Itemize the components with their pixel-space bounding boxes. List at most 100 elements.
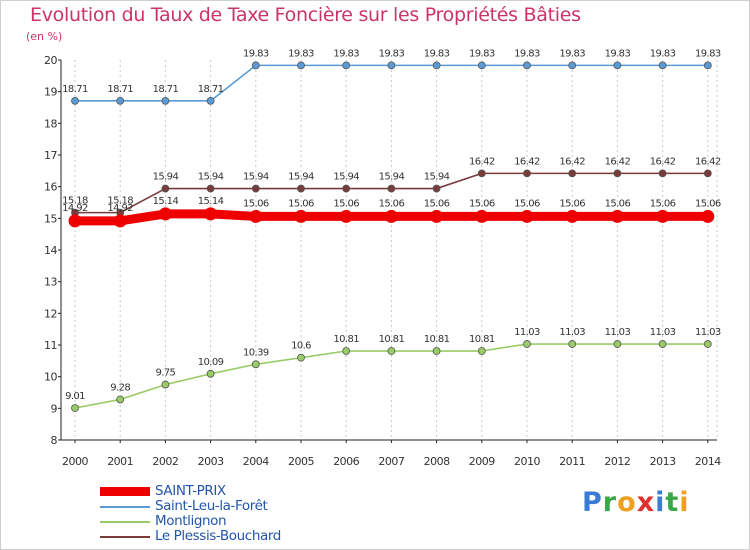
x-tick-label: 2011 — [559, 455, 585, 468]
data-point-montlignon — [297, 353, 305, 362]
data-label-le-plessis-bouchard: 16.42 — [559, 156, 585, 167]
data-point-saint-leu-la-foret — [568, 61, 577, 70]
data-label-montlignon: 11.03 — [695, 327, 721, 338]
data-point-le-plessis-bouchard — [297, 184, 305, 193]
data-point-saint-leu-la-foret — [116, 96, 125, 105]
data-point-montlignon — [613, 340, 622, 348]
data-label-saint-leu-la-foret: 18.71 — [153, 84, 179, 95]
data-point-le-plessis-bouchard — [613, 169, 622, 178]
data-point-saint-prix — [520, 209, 534, 223]
data-label-saint-prix: 15.06 — [559, 198, 585, 209]
data-label-le-plessis-bouchard: 16.42 — [469, 156, 495, 167]
data-point-montlignon — [658, 340, 667, 348]
data-label-le-plessis-bouchard: 16.42 — [605, 156, 631, 167]
legend-swatch-le-plessis — [100, 536, 150, 538]
data-label-montlignon: 11.03 — [559, 327, 585, 338]
data-point-saint-prix — [701, 209, 715, 223]
data-label-saint-leu-la-foret: 19.83 — [243, 48, 269, 59]
data-point-saint-prix — [475, 209, 489, 223]
logo-letter: r — [602, 487, 618, 518]
data-label-saint-leu-la-foret: 19.83 — [333, 48, 359, 59]
logo-letter: i — [679, 487, 690, 518]
data-label-montlignon: 10.81 — [424, 334, 450, 345]
y-tick-label: 9 — [51, 402, 58, 415]
data-label-saint-prix: 15.14 — [198, 196, 224, 207]
data-label-montlignon: 11.03 — [605, 327, 631, 338]
x-tick-label: 2014 — [695, 455, 721, 468]
data-label-saint-prix: 15.06 — [288, 198, 314, 209]
data-point-le-plessis-bouchard — [251, 184, 260, 193]
data-label-saint-leu-la-foret: 19.83 — [514, 48, 540, 59]
data-label-saint-prix: 15.06 — [514, 198, 540, 209]
data-label-saint-prix: 14.92 — [62, 203, 88, 214]
data-label-montlignon: 11.03 — [650, 327, 676, 338]
data-label-le-plessis-bouchard: 15.94 — [153, 172, 179, 183]
data-point-montlignon — [523, 340, 531, 348]
y-tick-label: 12 — [44, 307, 57, 320]
data-label-montlignon: 9.28 — [110, 382, 130, 393]
data-label-saint-leu-la-foret: 19.83 — [424, 48, 450, 59]
data-label-saint-prix: 15.06 — [333, 198, 359, 209]
data-label-saint-leu-la-foret: 18.71 — [107, 84, 133, 95]
data-label-saint-leu-la-foret: 19.83 — [559, 48, 585, 59]
logo-letter: x — [636, 487, 656, 518]
data-label-le-plessis-bouchard: 16.42 — [514, 156, 540, 167]
x-tick-label: 2007 — [378, 455, 404, 468]
x-tick-label: 2009 — [469, 455, 495, 468]
data-point-montlignon — [116, 395, 125, 404]
y-tick-label: 14 — [44, 244, 57, 257]
data-label-saint-leu-la-foret: 19.83 — [288, 48, 314, 59]
data-label-saint-prix: 15.06 — [695, 198, 721, 209]
data-label-saint-prix: 15.06 — [605, 198, 631, 209]
y-tick-label: 18 — [44, 117, 57, 130]
data-point-saint-leu-la-foret — [251, 61, 260, 70]
data-point-saint-prix — [384, 209, 398, 223]
data-point-saint-prix — [158, 207, 172, 221]
data-point-saint-prix — [294, 209, 308, 223]
x-tick-label: 2012 — [604, 455, 630, 468]
legend-swatch-saint-prix — [100, 487, 150, 496]
y-tick-label: 13 — [44, 276, 57, 289]
data-point-montlignon — [568, 340, 577, 348]
data-point-le-plessis-bouchard — [206, 184, 215, 193]
data-label-saint-leu-la-foret: 18.71 — [62, 84, 88, 95]
data-label-le-plessis-bouchard: 15.94 — [288, 172, 314, 183]
y-tick-label: 17 — [44, 149, 57, 162]
data-label-saint-prix: 15.06 — [469, 198, 495, 209]
x-tick-label: 2003 — [198, 455, 224, 468]
data-point-saint-prix — [113, 214, 127, 228]
data-label-saint-prix: 15.06 — [243, 198, 269, 209]
data-point-saint-prix — [430, 209, 444, 223]
y-tick-label: 11 — [44, 339, 57, 352]
y-tick-label: 8 — [51, 434, 58, 447]
x-tick-label: 2004 — [243, 455, 269, 468]
x-tick-label: 2005 — [288, 455, 314, 468]
data-point-saint-prix — [204, 207, 218, 221]
data-point-montlignon — [71, 404, 79, 412]
data-point-saint-prix — [249, 209, 263, 223]
legend-label-saint-leu: Saint-Leu-la-Forêt — [155, 498, 268, 514]
y-tick-label: 10 — [44, 371, 57, 384]
data-point-saint-leu-la-foret — [297, 61, 305, 70]
data-label-saint-leu-la-foret: 19.83 — [379, 48, 405, 59]
chart-title: Evolution du Taux de Taxe Foncière sur l… — [30, 4, 581, 26]
data-label-montlignon: 10.81 — [379, 334, 405, 345]
data-point-le-plessis-bouchard — [703, 169, 712, 178]
data-point-montlignon — [206, 369, 215, 378]
data-label-le-plessis-bouchard: 15.18 — [62, 196, 88, 207]
data-label-montlignon: 10.09 — [198, 357, 224, 368]
data-point-le-plessis-bouchard — [161, 184, 170, 193]
x-tick-label: 2013 — [650, 455, 676, 468]
data-label-le-plessis-bouchard: 16.42 — [650, 156, 676, 167]
data-label-le-plessis-bouchard: 15.94 — [198, 172, 224, 183]
data-point-saint-prix — [656, 209, 670, 223]
y-tick-label: 16 — [44, 181, 57, 194]
data-point-saint-leu-la-foret — [71, 96, 79, 105]
data-point-le-plessis-bouchard — [658, 169, 667, 178]
y-tick-label: 20 — [44, 54, 57, 67]
y-tick-label: 19 — [44, 86, 57, 99]
data-label-saint-leu-la-foret: 19.83 — [605, 48, 631, 59]
data-label-saint-prix: 15.06 — [650, 198, 676, 209]
data-point-montlignon — [161, 380, 170, 389]
